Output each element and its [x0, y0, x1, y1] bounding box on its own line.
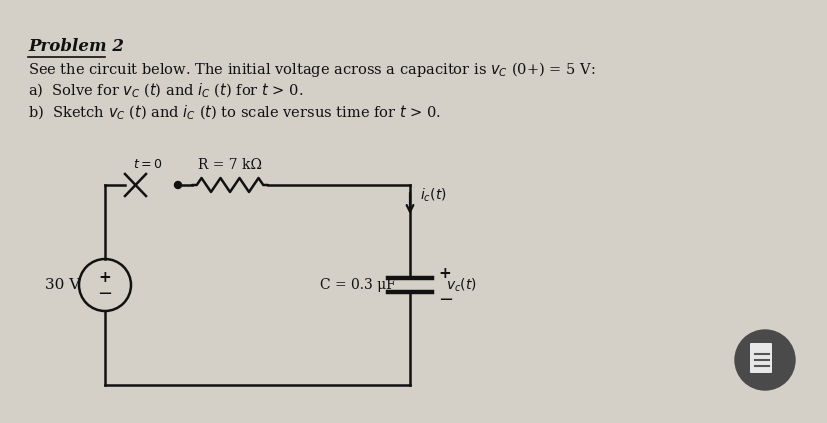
Text: −: − [98, 285, 112, 303]
Text: Problem 2: Problem 2 [28, 38, 124, 55]
Text: +: + [98, 269, 112, 285]
Text: −: − [437, 291, 452, 309]
Text: a)  Solve for $v_C$ ($t$) and $i_C$ ($t$) for $t$ > 0.: a) Solve for $v_C$ ($t$) and $i_C$ ($t$)… [28, 82, 303, 100]
Text: 30 V: 30 V [45, 278, 80, 292]
Text: C = 0.3 μF: C = 0.3 μF [319, 278, 395, 292]
Text: +: + [437, 266, 450, 281]
Text: See the circuit below. The initial voltage across a capacitor is $v_C$ (0+) = 5 : See the circuit below. The initial volta… [28, 60, 595, 79]
Circle shape [174, 181, 181, 189]
Circle shape [734, 330, 794, 390]
Text: b)  Sketch $v_C$ ($t$) and $i_C$ ($t$) to scale versus time for $t$ > 0.: b) Sketch $v_C$ ($t$) and $i_C$ ($t$) to… [28, 104, 441, 122]
FancyBboxPatch shape [749, 343, 771, 373]
Text: $t=0$: $t=0$ [132, 159, 162, 171]
Text: $v_c(t)$: $v_c(t)$ [446, 276, 476, 294]
Text: $i_c(t)$: $i_c(t)$ [419, 186, 446, 204]
Text: R = 7 kΩ: R = 7 kΩ [198, 158, 261, 172]
